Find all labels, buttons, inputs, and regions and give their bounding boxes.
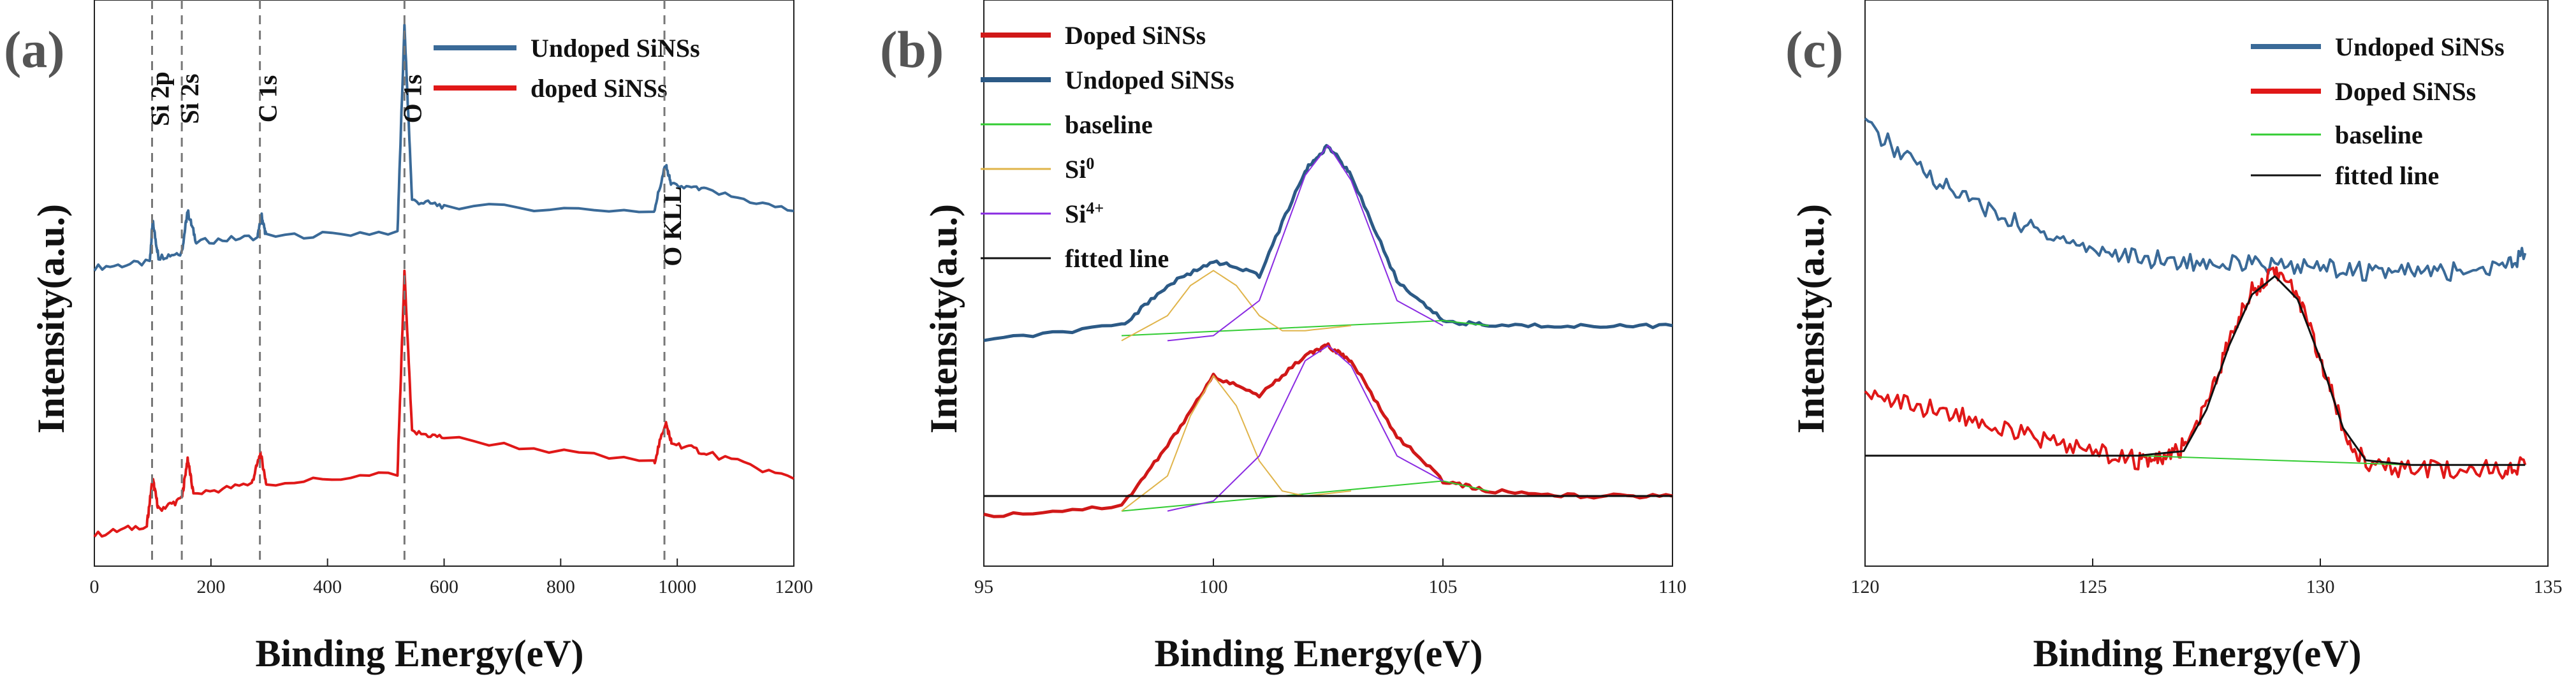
si0-superscript: 0 (1086, 154, 1094, 173)
legend-label-undoped-b: Undoped SiNSs (1065, 66, 1234, 94)
panel-a-y-axis-title: Intensity(a.u.) (30, 204, 72, 434)
legend-label-fitted-c: fitted line (2335, 161, 2439, 190)
panel-b-legend: Doped SiNSs Undoped SiNSs baseline Si0 S… (981, 21, 1234, 273)
x-tick-label: 800 (546, 576, 575, 597)
legend-label-doped-a: doped SiNSs (531, 74, 668, 103)
panel-a-series (93, 24, 794, 538)
panel-b-y-axis-title: Intensity(a.u.) (923, 204, 965, 434)
x-tick-label: 1200 (775, 576, 813, 597)
x-tick-label: 0 (90, 576, 99, 597)
panel-a-annotations: Si 2p Si 2s C 1s O 1s O KLL (146, 0, 687, 566)
panel-c-legend: Undoped SiNSs Doped SiNSs baseline fitte… (2251, 33, 2505, 190)
x-tick-label: 120 (1851, 576, 1880, 597)
series-si4- (1167, 144, 1444, 342)
panel-a-label: (a) (4, 20, 65, 78)
peak-label: O 1s (398, 75, 427, 124)
legend-label-doped-c: Doped SiNSs (2335, 77, 2476, 106)
legend-label-undoped-a: Undoped SiNSs (531, 34, 700, 62)
panel-b-x-axis-title: Binding Energy(eV) (1154, 632, 1482, 675)
series-baseline (1121, 319, 1489, 337)
peak-label: Si 2p (146, 71, 175, 126)
x-tick-label: 95 (974, 576, 993, 597)
x-tick-label: 135 (2534, 576, 2563, 597)
peak-label: C 1s (254, 75, 282, 122)
peak-label: Si 2s (175, 74, 204, 124)
x-tick-label: 110 (1658, 576, 1687, 597)
series-doped-sinss (983, 342, 1673, 518)
legend-label-si0-b: Si0 (1065, 154, 1094, 184)
series-undoped-sinss (983, 143, 1673, 342)
panel-b-axes (983, 0, 1673, 567)
x-tick-label: 130 (2306, 576, 2335, 597)
panel-c-series (1864, 117, 2527, 480)
panel-b-label: (b) (880, 20, 944, 78)
series-undoped-sinss (1864, 117, 2527, 282)
legend-label-baseline-c: baseline (2335, 120, 2423, 149)
panel-c-ticks: 120 125 130 135 (1851, 558, 2563, 597)
si4-superscript: 4+ (1086, 199, 1104, 217)
x-tick-label: 200 (196, 576, 225, 597)
legend-label-si4-b: Si4+ (1065, 199, 1104, 229)
legend-label-undoped-c: Undoped SiNSs (2335, 33, 2505, 61)
x-tick-label: 100 (1199, 576, 1228, 597)
series-doped-sinss (93, 269, 794, 538)
panel-b: (b) 95 100 105 110 Binding Energy(eV) Inten… (880, 0, 1687, 675)
series-si0 (1121, 375, 1352, 512)
panel-a: (a) 0 200 400 600 800 1000 1200 Binding Energy… (4, 0, 813, 675)
panel-c-y-axis-title: Intensity(a.u.) (1790, 204, 1832, 434)
legend-label-doped-b: Doped SiNSs (1065, 21, 1206, 50)
panel-a-legend: Undoped SiNSs doped SiNSs (434, 34, 700, 103)
panel-c: (c) 120 125 130 135 Binding Energy(eV) Inte… (1785, 0, 2563, 675)
x-tick-label: 1000 (658, 576, 696, 597)
series-si0 (1121, 270, 1352, 342)
x-tick-label: 105 (1429, 576, 1458, 597)
x-tick-label: 400 (313, 576, 342, 597)
series-fitted-line (1865, 275, 2526, 466)
panel-c-x-axis-title: Binding Energy(eV) (2033, 632, 2361, 675)
peak-label: O KLL (658, 186, 687, 266)
series-si4- (1167, 345, 1444, 512)
panel-b-ticks: 95 100 105 110 (974, 558, 1687, 597)
legend-label-fitted-b: fitted line (1065, 244, 1169, 273)
legend-label-baseline-b: baseline (1065, 110, 1153, 139)
panel-c-label: (c) (1785, 20, 1843, 78)
panel-a-ticks: 0 200 400 600 800 1000 1200 (90, 558, 813, 597)
panel-c-frame (1864, 0, 2549, 567)
x-tick-label: 125 (2079, 576, 2107, 597)
x-tick-label: 600 (430, 576, 458, 597)
panel-b-series (983, 143, 1673, 518)
series-doped-sinss (1864, 266, 2527, 480)
panel-c-axes (1864, 0, 2549, 567)
series-baseline (2138, 455, 2411, 466)
panel-b-frame (983, 0, 1673, 567)
panel-a-x-axis-title: Binding Energy(eV) (255, 632, 583, 675)
series-undoped-sinss (93, 24, 794, 272)
